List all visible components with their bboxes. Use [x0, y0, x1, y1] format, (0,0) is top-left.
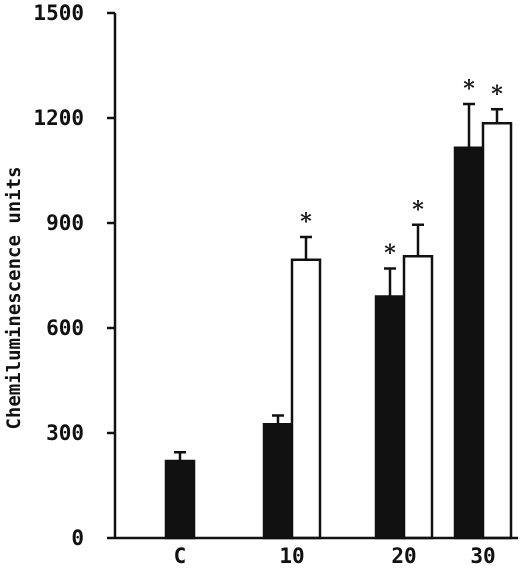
significance-star: *	[491, 81, 503, 107]
y-tick-label: 1500	[33, 1, 84, 25]
y-axis-title: Chemiluminescence units	[3, 166, 25, 429]
y-tick-label: 0	[71, 526, 84, 550]
y-tick-label: 1200	[33, 106, 84, 130]
y-axis-ticks: 0 300 600 900 1200 1500	[33, 1, 115, 550]
bar	[453, 146, 485, 540]
significance-star: *	[300, 209, 312, 235]
x-tick-label: 20	[391, 544, 416, 568]
significance-star: *	[463, 76, 475, 102]
bar	[402, 255, 434, 540]
bar	[164, 459, 196, 540]
error-bars	[174, 102, 503, 461]
significance-star: *	[384, 241, 396, 267]
x-tick-label: C	[174, 544, 187, 568]
bar	[262, 423, 294, 540]
x-tick-label: 10	[279, 544, 304, 568]
bar	[290, 258, 322, 540]
significance-star: *	[412, 197, 424, 223]
x-axis-ticks: C 10 20 30	[174, 544, 496, 568]
significance-markers: * * * * *	[300, 76, 503, 267]
y-tick-label: 900	[46, 211, 84, 235]
y-tick-label: 300	[46, 421, 84, 445]
bar	[481, 122, 513, 540]
x-tick-label: 30	[470, 544, 495, 568]
y-tick-label: 600	[46, 316, 84, 340]
bar-series	[164, 122, 513, 540]
axes	[113, 13, 518, 540]
bar	[374, 295, 406, 540]
